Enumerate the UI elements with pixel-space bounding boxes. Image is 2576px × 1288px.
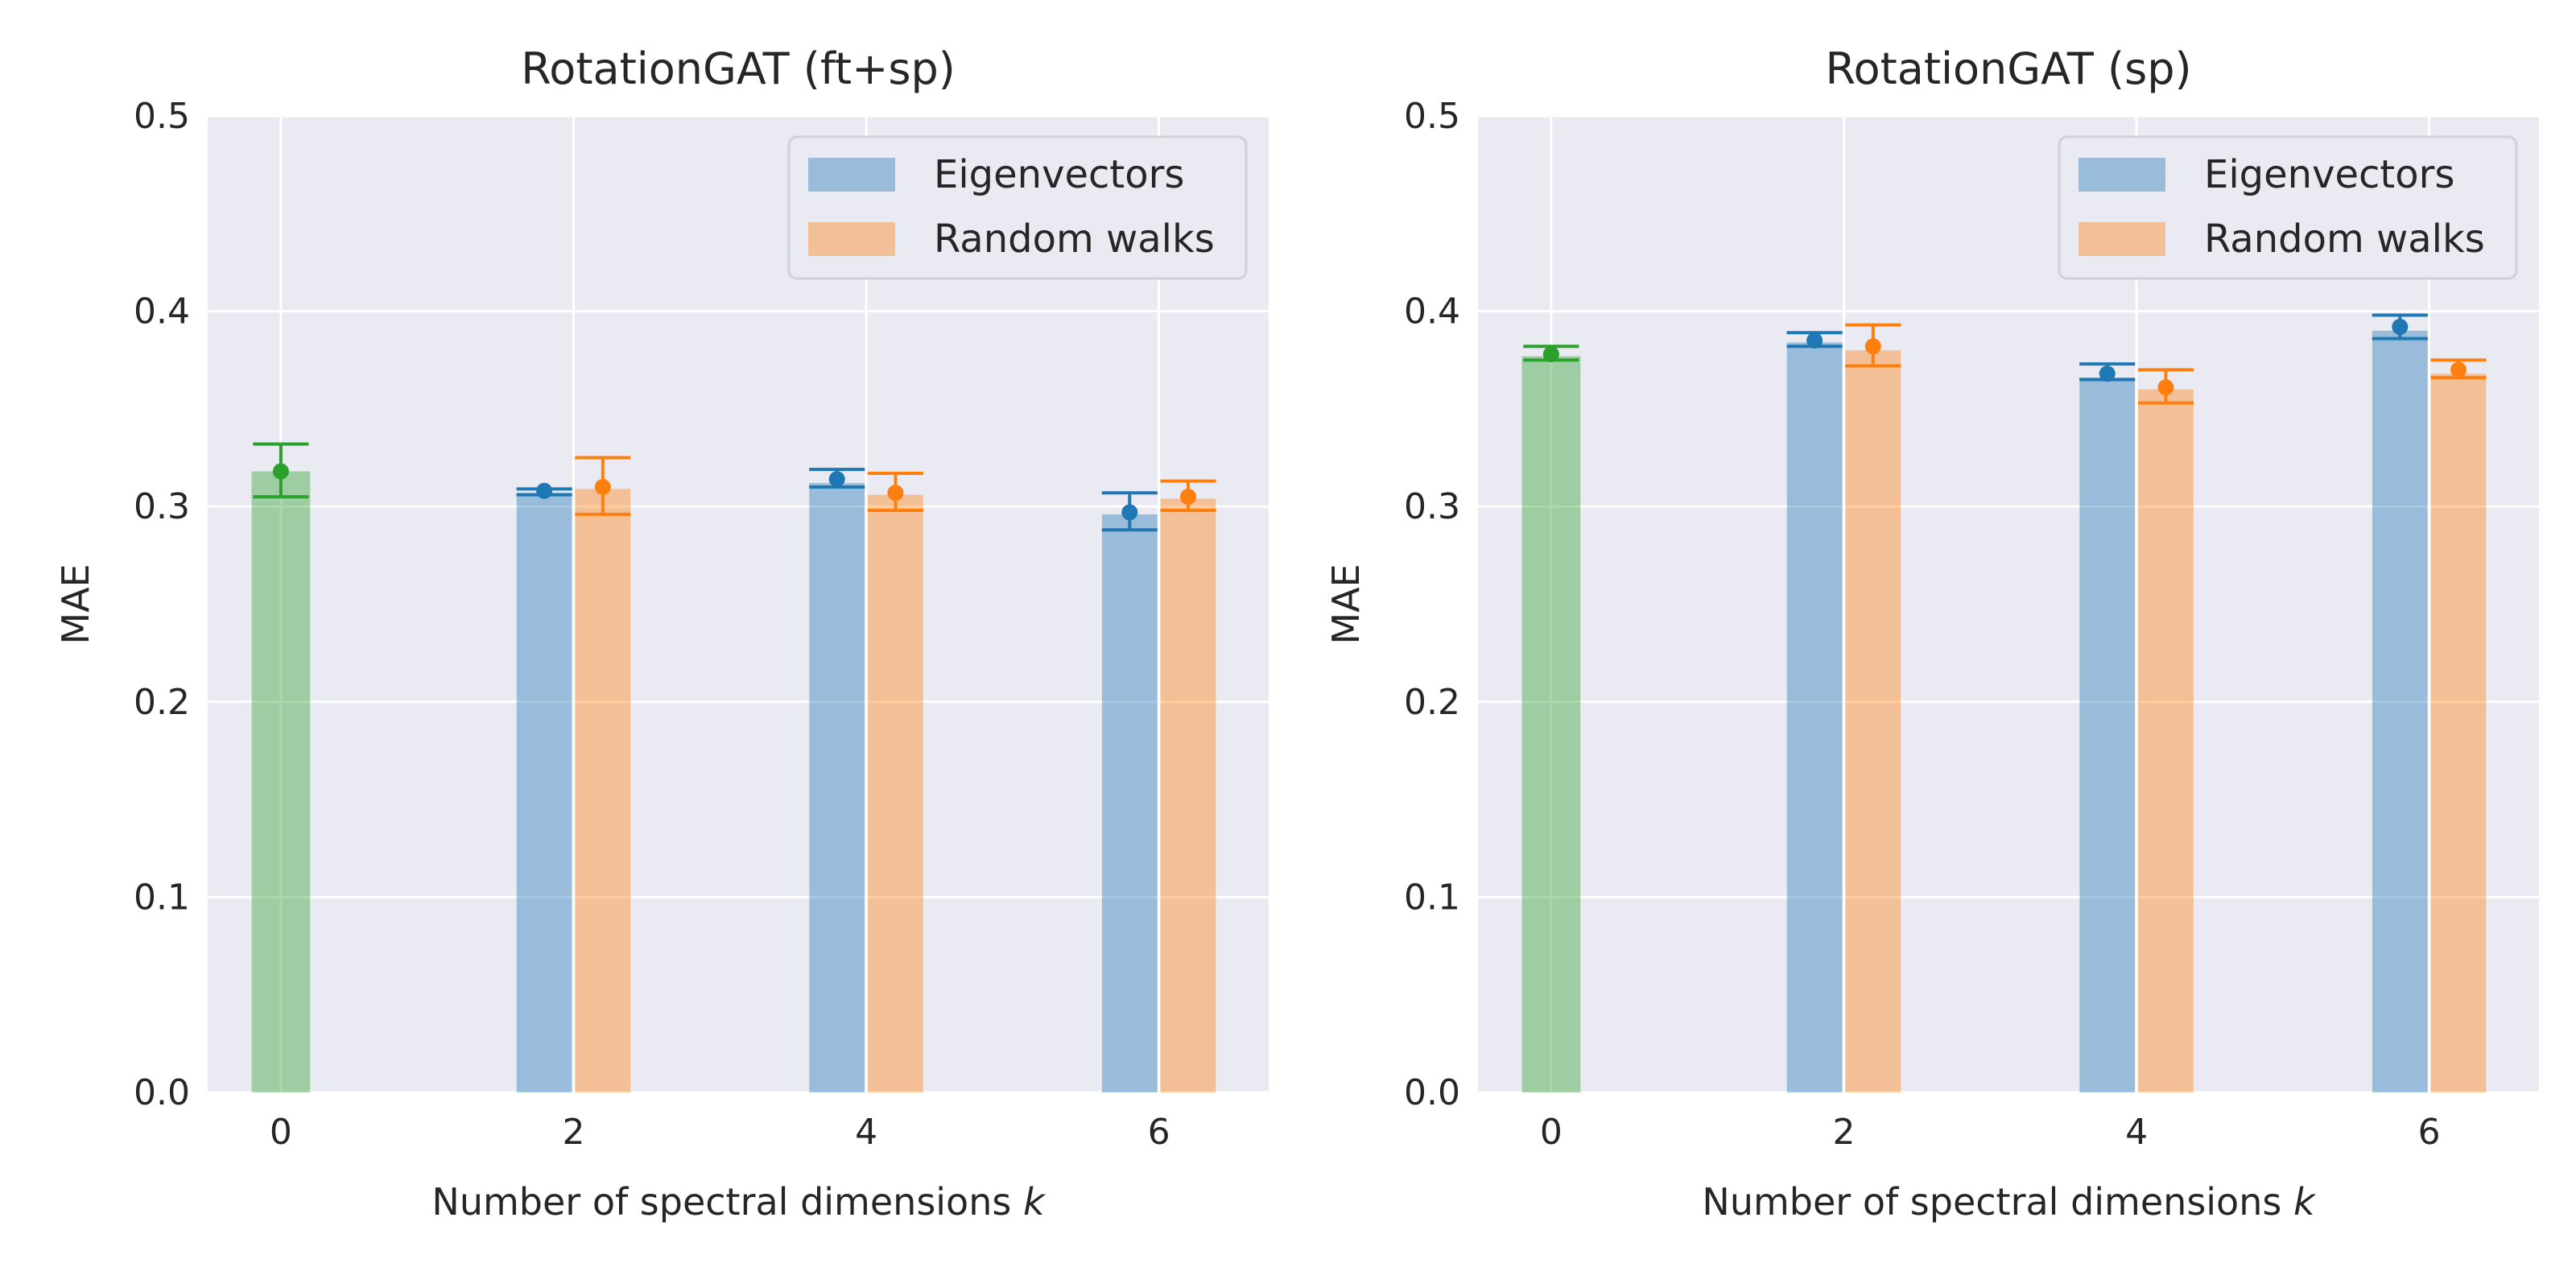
legend-swatch-eigenvectors <box>808 158 895 192</box>
bar-random-walks <box>868 494 923 1092</box>
x-tick-label: 0 <box>270 1112 292 1153</box>
legend-label-eigenvectors: Eigenvectors <box>934 152 1184 197</box>
y-tick-label: 0.1 <box>1404 877 1460 918</box>
chart-panel-sp: 0.0 0.1 0.2 0.3 0.4 0.5 0 2 4 6 RotationGAT (sp) Nu… <box>1324 43 2539 1224</box>
random-walks-point <box>2450 361 2467 378</box>
legend-frame <box>2058 135 2518 280</box>
x-tick-label: 2 <box>1832 1112 1855 1153</box>
eigenvectors-point <box>2392 319 2409 336</box>
legend: Eigenvectors Random walks <box>2058 135 2518 280</box>
bar-eigenvectors <box>1101 514 1158 1092</box>
y-tick-label: 0.4 <box>134 291 190 332</box>
bar-eigenvectors <box>2372 330 2428 1092</box>
y-tick-label: 0.5 <box>1404 96 1460 137</box>
eigenvectors-point <box>1121 504 1138 521</box>
x-axis-label: Number of spectral dimensions k <box>431 1180 1046 1224</box>
bar-eigenvectors <box>516 493 572 1092</box>
y-tick-label: 0.3 <box>134 486 190 527</box>
legend-label-random-walks: Random walks <box>934 217 1215 262</box>
random-walks-point <box>2157 379 2174 396</box>
x-tick-label: 6 <box>2418 1112 2441 1153</box>
y-tick-label: 0.5 <box>134 96 190 137</box>
x-tick-label: 4 <box>855 1112 877 1153</box>
chart-title: RotationGAT (sp) <box>1825 43 2191 94</box>
x-tick-label: 4 <box>2125 1112 2148 1153</box>
baseline-point <box>1542 345 1559 362</box>
y-axis-label: MAE <box>1324 564 1368 644</box>
random-walks-point <box>1864 338 1881 355</box>
bar-eigenvectors <box>2079 378 2136 1093</box>
bar-random-walks <box>2138 389 2194 1092</box>
x-tick-label: 2 <box>562 1112 584 1153</box>
y-tick-label: 0.2 <box>134 682 190 723</box>
legend-swatch-random-walks <box>808 222 895 256</box>
y-tick-label: 0.4 <box>1404 291 1460 332</box>
legend: Eigenvectors Random walks <box>787 135 1248 280</box>
legend-swatch-eigenvectors <box>2079 158 2165 192</box>
bar-eigenvectors <box>809 483 865 1092</box>
y-tick-label: 0.0 <box>1404 1072 1460 1113</box>
bar-random-walks <box>2430 374 2487 1092</box>
random-walks-point <box>1180 489 1197 506</box>
random-walks-point <box>887 485 904 502</box>
x-axis-label: Number of spectral dimensions k <box>1702 1180 2317 1224</box>
y-tick-label: 0.0 <box>134 1072 190 1113</box>
y-axis-label: MAE <box>54 564 97 644</box>
y-tick-label: 0.1 <box>134 877 190 918</box>
bar-random-walks <box>575 489 631 1092</box>
legend-frame <box>787 135 1248 280</box>
bar-random-walks <box>1160 498 1216 1092</box>
legend-swatch-random-walks <box>2079 222 2165 256</box>
x-tick-label: 0 <box>1540 1112 1563 1153</box>
y-tick-label: 0.2 <box>1404 682 1460 723</box>
y-tick-label: 0.3 <box>1404 486 1460 527</box>
bar-eigenvectors <box>1786 342 1843 1092</box>
chart-title: RotationGAT (ft+sp) <box>521 43 956 94</box>
legend-label-eigenvectors: Eigenvectors <box>2204 152 2454 197</box>
chart-panel-ft-sp: 0.0 0.1 0.2 0.3 0.4 0.5 0 2 4 6 RotationGAT (ft+sp… <box>54 43 1269 1224</box>
eigenvectors-point <box>1806 332 1823 349</box>
eigenvectors-point <box>828 471 845 488</box>
legend-label-random-walks: Random walks <box>2204 217 2485 262</box>
eigenvectors-point <box>2099 365 2116 382</box>
bar-baseline <box>251 471 311 1092</box>
eigenvectors-point <box>536 482 553 499</box>
baseline-point <box>272 463 289 480</box>
x-tick-label: 6 <box>1148 1112 1170 1153</box>
bar-random-walks <box>1845 350 1901 1092</box>
random-walks-point <box>594 478 611 495</box>
bar-baseline <box>1521 356 1581 1092</box>
